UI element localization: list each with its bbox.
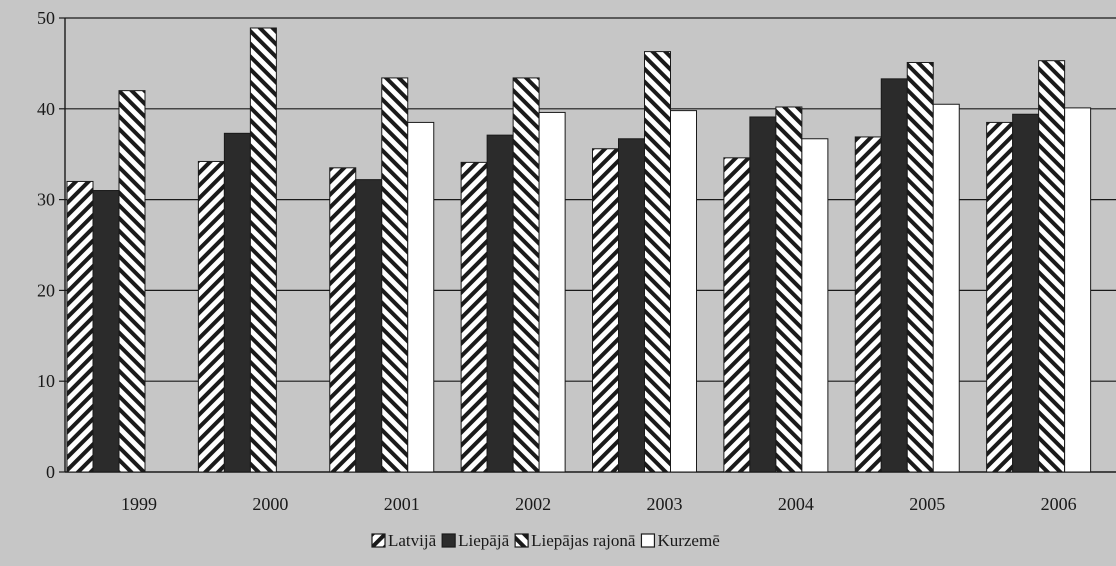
- bar-2006-Latvijā: [986, 121, 1014, 473]
- bar-2001-Latvijā: [329, 167, 357, 473]
- bar-2000-Liepājas rajonā: [249, 27, 277, 473]
- x-tick-label: 2005: [909, 494, 945, 514]
- bar-2003-Liepājas rajonā: [644, 51, 671, 473]
- bar-2003-Kurzemē: [670, 110, 697, 473]
- x-tick-label: 2001: [384, 494, 420, 514]
- y-tick-label: 10: [37, 371, 55, 391]
- bar-2005-Liepājas rajonā: [906, 61, 934, 473]
- legend-swatch: [514, 533, 529, 548]
- bar-2001-Liepājas rajonā: [381, 77, 409, 473]
- bar-2004-Kurzemē: [801, 138, 829, 473]
- bar-2003-Liepājā: [618, 138, 645, 473]
- x-tick-label: 2006: [1041, 494, 1077, 514]
- bar-2000-Liepājā: [223, 132, 251, 473]
- y-tick-label: 40: [37, 99, 55, 119]
- x-tick-label: 2004: [778, 494, 814, 514]
- legend-swatch: [441, 533, 456, 548]
- bar-2006-Liepājā: [1012, 113, 1040, 473]
- legend-swatch: [640, 533, 656, 548]
- y-tick-label: 20: [37, 280, 55, 300]
- bar-2006-Kurzemē: [1064, 107, 1092, 473]
- bar-2005-Latvijā: [854, 136, 882, 473]
- bar-2004-Liepājas rajonā: [775, 106, 803, 473]
- bar-2005-Liepājā: [880, 78, 908, 473]
- legend-label: Liepājā: [458, 531, 509, 550]
- x-tick-label: 2003: [647, 494, 683, 514]
- bar-1999-Liepājā: [92, 190, 120, 473]
- tick-labels: 0 10 20 30 40 50 1999 2000 2001 2002 2003 2004 2005 2…: [37, 8, 1077, 514]
- y-tick-label: 30: [37, 190, 55, 210]
- legend-label: Liepājas rajonā: [531, 531, 636, 550]
- bar-2003-Latvijā: [592, 148, 619, 473]
- bar-2002-Kurzemē: [538, 111, 566, 473]
- x-tick-label: 2000: [252, 494, 288, 514]
- bar-2000-Latvijā: [197, 160, 225, 473]
- bar-2002-Latvijā: [460, 161, 488, 473]
- bar-1999-Latvijā: [66, 180, 94, 473]
- bar-2002-Liepājā: [486, 134, 514, 473]
- bar-2001-Kurzemē: [407, 121, 435, 473]
- legend-label: Kurzemē: [657, 531, 719, 550]
- y-tick-label: 0: [46, 462, 55, 482]
- y-tick-label: 50: [37, 8, 55, 28]
- bar-2004-Latvijā: [723, 157, 751, 473]
- legend-swatch: [371, 533, 386, 548]
- bars: [66, 27, 1092, 473]
- bar-1999-Liepājas rajonā: [118, 90, 146, 473]
- bar-2006-Liepājas rajonā: [1038, 60, 1066, 473]
- bar-2004-Liepājā: [749, 116, 777, 473]
- bar-2002-Liepājas rajonā: [512, 77, 540, 473]
- legend-label: Latvijā: [388, 531, 437, 550]
- x-tick-label: 2002: [515, 494, 551, 514]
- bar-2001-Liepājā: [355, 179, 383, 473]
- legend: Latvijā Liepājā Liepājas rajonā Kurzemē: [371, 531, 720, 550]
- x-tick-label: 1999: [121, 494, 157, 514]
- bar-2005-Kurzemē: [932, 103, 960, 473]
